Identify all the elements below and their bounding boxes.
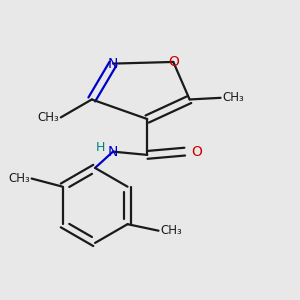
Text: N: N [108, 57, 118, 70]
Text: N: N [108, 145, 118, 159]
Text: O: O [191, 145, 202, 159]
Text: CH₃: CH₃ [8, 172, 30, 185]
Text: CH₃: CH₃ [160, 224, 182, 237]
Text: H: H [95, 141, 105, 154]
Text: O: O [168, 55, 179, 69]
Text: CH₃: CH₃ [38, 111, 59, 124]
Text: CH₃: CH₃ [222, 91, 244, 104]
